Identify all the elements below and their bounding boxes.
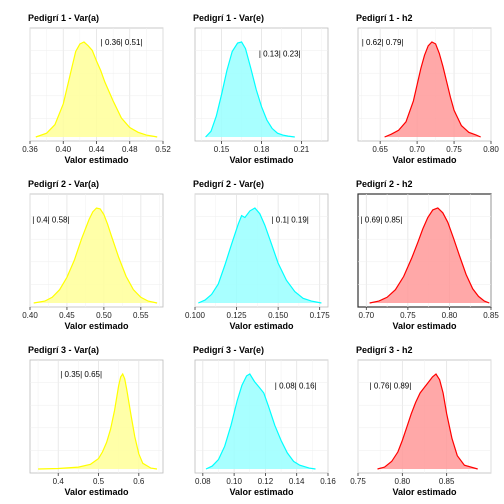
density-area [369,208,490,303]
x-axis-label: Valor estimado [229,155,294,165]
panel-title: Pedigrí 3 - Var(a) [28,345,99,355]
interval-annotation: | 0.36| 0.51| [101,38,143,47]
panel-title: Pedigrí 3 - Var(e) [193,345,264,355]
interval-annotation: | 0.4| 0.58| [32,215,69,224]
interval-annotation: | 0.35| 0.65| [60,370,102,379]
x-axis-label: Valor estimado [64,321,129,331]
x-axis-label: Valor estimado [64,487,129,497]
x-axis-label: Valor estimado [64,155,129,165]
x-tick-label: 0.15 [214,145,230,154]
density-line [38,372,158,470]
chart-panel-5: Pedigrí 2 - Var(e) | 0.1| 0.19| 0.100 0.125… [185,179,330,331]
x-tick-label: 0.65 [372,145,388,154]
panel-title: Pedigrí 1 - Var(e) [193,13,264,23]
x-tick-label: 0.75 [350,477,366,486]
density-area [198,208,322,303]
x-tick-label: 0.85 [439,477,455,486]
x-tick-label: 0.21 [294,145,310,154]
x-tick-label: 0.16 [320,477,336,486]
interval-annotation: | 0.69| 0.85| [360,215,402,224]
chart-panel-1: Pedigrí 1 - Var(a) | 0.36| 0.51| 0.36 0.40 0… [22,13,171,165]
x-tick-label: 0.55 [133,311,149,320]
interval-annotation: | 0.62| 0.79| [362,38,404,47]
x-axis-label: Valor estimado [392,487,457,497]
x-axis-label: Valor estimado [392,321,457,331]
x-axis-label: Valor estimado [229,487,294,497]
x-tick-label: 0.10 [226,477,242,486]
x-tick-label: 0.100 [185,311,206,320]
x-tick-label: 0.6 [133,477,145,486]
interval-annotation: | 0.13| 0.23| [259,49,301,58]
x-tick-label: 0.80 [442,311,458,320]
density-line [205,41,295,138]
density-area [33,208,158,303]
x-tick-label: 0.45 [59,311,75,320]
x-tick-label: 0.48 [122,145,138,154]
x-tick-label: 0.18 [254,145,270,154]
density-area [205,42,295,137]
chart-panel-7: Pedigrí 3 - Var(a) | 0.35| 0.65| 0.4 0.5 0.6… [28,345,164,497]
interval-annotation: | 0.76| 0.89| [370,381,412,390]
chart-panel-8: Pedigrí 3 - Var(e) | 0.08| 0.16| 0.08 0.10 0… [193,345,336,497]
x-tick-label: 0.85 [483,311,499,320]
density-line [33,207,158,304]
x-tick-label: 0.75 [446,145,462,154]
density-area [377,374,478,469]
x-tick-label: 0.40 [55,145,71,154]
x-tick-label: 0.175 [310,311,331,320]
x-tick-label: 0.40 [22,311,38,320]
x-tick-label: 0.08 [195,477,211,486]
x-tick-label: 0.44 [89,145,105,154]
chart-panel-6: Pedigrí 2 - h2 | 0.69| 0.85| 0.70 0.75 0.80 0… [356,179,499,331]
x-tick-label: 0.36 [22,145,38,154]
x-axis-label: Valor estimado [392,155,457,165]
panel-title: Pedigrí 3 - h2 [356,345,413,355]
panel-title: Pedigrí 2 - Var(e) [193,179,264,189]
density-area [384,42,481,137]
density-area [38,374,157,469]
x-tick-label: 0.150 [268,311,289,320]
density-line [205,373,316,470]
interval-annotation: | 0.1| 0.19| [271,215,308,224]
x-tick-label: 0.80 [483,145,499,154]
density-line [384,41,481,138]
panel-title: Pedigrí 1 - Var(a) [28,13,99,23]
panel-title: Pedigrí 1 - h2 [356,13,413,23]
x-tick-label: 0.80 [395,477,411,486]
x-axis-label: Valor estimado [229,321,294,331]
x-tick-label: 0.70 [359,311,375,320]
x-tick-label: 0.52 [155,145,171,154]
density-line [35,41,158,138]
x-tick-label: 0.4 [53,477,65,486]
x-tick-label: 0.125 [227,311,248,320]
density-area [206,374,316,469]
density-line [377,373,478,470]
x-tick-label: 0.5 [93,477,105,486]
density-line [198,207,322,304]
chart-panel-3: Pedigrí 1 - h2 | 0.62| 0.79| 0.65 0.70 0.75 0… [356,13,499,165]
chart-panel-2: Pedigrí 1 - Var(e) | 0.13| 0.23| 0.15 0.18 0… [193,13,329,165]
panel-title: Pedigrí 2 - h2 [356,179,413,189]
x-tick-label: 0.75 [400,311,416,320]
plot-area [29,359,164,474]
density-area [35,42,158,137]
interval-annotation: | 0.08| 0.16| [275,381,317,390]
x-tick-label: 0.14 [289,477,305,486]
x-tick-label: 0.12 [258,477,274,486]
panel-title: Pedigrí 2 - Var(a) [28,179,99,189]
x-tick-label: 0.50 [96,311,112,320]
chart-panel-4: Pedigrí 2 - Var(a) | 0.4| 0.58| 0.40 0.45 0.… [22,179,164,331]
density-line [369,207,490,304]
x-tick-label: 0.70 [409,145,425,154]
chart-panel-9: Pedigrí 3 - h2 | 0.76| 0.89| 0.75 0.80 0.85V… [350,345,492,497]
